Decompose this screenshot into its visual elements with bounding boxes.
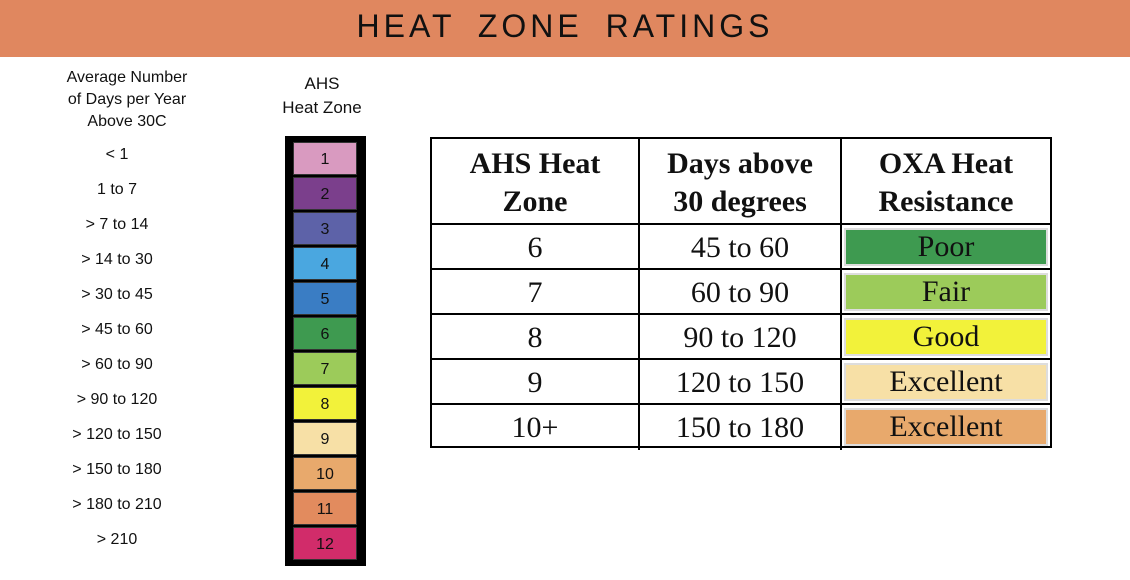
zone-text: 9 <box>432 360 638 405</box>
zone-text: 8 <box>432 315 638 360</box>
zone-heading: Heat Zone <box>282 98 362 117</box>
zone-cell: 10 <box>293 457 357 490</box>
days-heading: Average Number <box>66 69 188 86</box>
zone-text: 10+ <box>511 411 559 444</box>
header-cell: Days above 30 degrees <box>638 139 840 225</box>
header-cell: OXA Heat Resistance <box>840 139 1050 225</box>
days-range: > 120 to 150 <box>72 426 162 443</box>
header-band: HEAT ZONE RATINGS <box>0 0 1130 57</box>
zone-cell: 2 <box>293 177 357 210</box>
days-text: 60 to 90 <box>638 270 840 315</box>
header-line: Resistance <box>878 185 1014 218</box>
zone-cell: 8 <box>293 387 357 420</box>
rating-cell-frame <box>840 270 1050 315</box>
days-range: > 150 to 180 <box>72 461 162 478</box>
zone-cell: 6 <box>293 317 357 350</box>
rating: Excellent <box>844 363 1048 401</box>
days-text: 45 to 60 <box>638 225 840 270</box>
rating-cell-frame <box>840 360 1050 405</box>
rating: Excellent <box>844 408 1048 446</box>
title: HEAT ZONE RATINGS <box>356 8 774 44</box>
zone-cell: 7 <box>293 352 357 385</box>
header-cell: AHS Heat Zone <box>432 139 638 225</box>
days-text: 90 to 120 <box>638 315 840 360</box>
days-text: 120 to 150 <box>638 360 840 405</box>
days-range: < 1 <box>105 146 129 163</box>
days-range: 1 to 7 <box>96 181 138 198</box>
days-heading: Above 30C <box>87 113 167 130</box>
days-range: > 90 to 120 <box>76 391 158 408</box>
rating: Good <box>844 318 1048 356</box>
table: AHS Heat Zone Days above 30 degrees OXA Heat… <box>430 137 1052 450</box>
zone-cell: 4 <box>293 247 357 280</box>
header-line: AHS Heat <box>469 147 601 180</box>
rating: Fair <box>844 273 1048 311</box>
header-line: OXA Heat <box>878 147 1014 180</box>
days-range: > 30 to 45 <box>81 286 153 303</box>
zone-text: 7 <box>432 270 638 315</box>
days-range: > 7 to 14 <box>85 216 149 233</box>
zone-cell: 3 <box>293 212 357 245</box>
days-range: > 60 to 90 <box>81 356 153 373</box>
days-range: > 45 to 60 <box>81 321 153 338</box>
zone-cell: 1 <box>293 142 357 175</box>
days-range: > 14 to 30 <box>81 251 153 268</box>
rating-cell-frame <box>840 405 1050 450</box>
rating-cell-frame <box>840 315 1050 360</box>
zone-cell: 12 <box>293 527 357 560</box>
days-heading: of Days per Year <box>67 91 187 108</box>
zone-bar: 1 2 3 4 5 6 7 8 9 10 11 12 <box>285 136 366 566</box>
zone-cell: 11 <box>293 492 357 525</box>
days-range: > 180 to 210 <box>72 496 162 513</box>
zone-cell: 5 <box>293 282 357 315</box>
days-range: > 210 <box>96 531 138 548</box>
rating: Poor <box>844 228 1048 266</box>
header-line: Days above <box>667 147 813 180</box>
zone-heading: AHS <box>304 74 340 93</box>
days-text: 150 to 180 <box>638 405 840 450</box>
header-line: Zone <box>502 185 568 218</box>
zone-cell: 9 <box>293 422 357 455</box>
rating-cell-frame <box>840 225 1050 270</box>
zone-text: 6 <box>432 225 638 270</box>
header-line: 30 degrees <box>673 185 807 218</box>
